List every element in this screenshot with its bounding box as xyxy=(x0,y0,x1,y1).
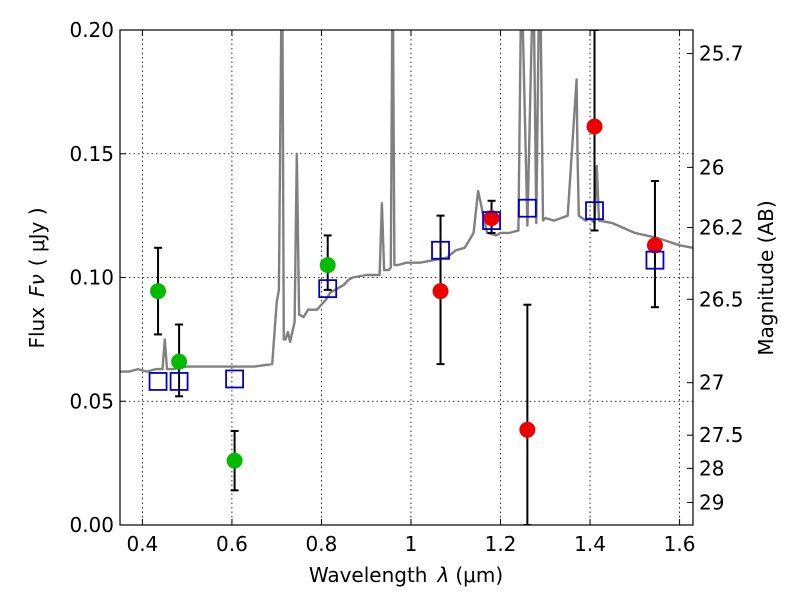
data-point xyxy=(171,353,188,370)
x-tick-label: 1 xyxy=(405,532,418,556)
y2-tick-label: 29 xyxy=(699,490,724,514)
y2-tick-label: 25.7 xyxy=(699,42,744,66)
model-photometry-square xyxy=(225,369,245,389)
grid-lines xyxy=(120,29,693,526)
x-tick-label: 0.4 xyxy=(126,532,158,556)
y2-tick-label: 27 xyxy=(699,371,724,395)
data-point xyxy=(432,283,449,300)
data-point xyxy=(646,237,663,254)
y2-axis-title: Magnitude (AB) xyxy=(754,200,778,355)
model-photometry-square xyxy=(645,250,665,270)
y2-tick-label: 26.2 xyxy=(699,216,744,240)
x-tick-label: 1.4 xyxy=(574,532,606,556)
axis-ticks: 0.4 0.6 0.8 1 1.2 1.4 1.6 0.00 0.05 0.10 0.15 0.20 2… xyxy=(69,18,743,556)
data-point xyxy=(519,421,536,438)
y2-tick-label: 26 xyxy=(699,155,724,179)
data-point xyxy=(226,452,243,469)
y-tick-label: 0.00 xyxy=(69,513,114,537)
y2-tick-label: 26.5 xyxy=(699,287,744,311)
plot-area xyxy=(120,30,693,525)
model-photometry-square xyxy=(318,279,338,299)
y-tick-label: 0.10 xyxy=(69,266,114,290)
data-point xyxy=(483,210,500,227)
x-tick-label: 1.2 xyxy=(485,532,517,556)
data-point xyxy=(586,118,603,135)
model-photometry-square xyxy=(517,198,537,218)
model-photometry-square xyxy=(431,240,450,260)
model-photometry-square xyxy=(585,201,604,221)
x-axis-title: Wavelength λ (μm) xyxy=(309,563,503,587)
y-axis-title: FluxFν( μJy ) xyxy=(25,207,49,348)
data-point xyxy=(150,283,167,300)
model-photometry-square xyxy=(148,372,168,391)
y-tick-label: 0.05 xyxy=(69,389,114,413)
x-tick-label: 0.8 xyxy=(306,532,338,556)
y2-tick-label: 28 xyxy=(699,456,724,480)
data-point xyxy=(319,257,336,274)
y-tick-label: 0.15 xyxy=(69,142,114,166)
model-photometry-square xyxy=(482,211,501,230)
x-tick-label: 0.6 xyxy=(216,532,248,556)
sed-model-line xyxy=(120,30,693,373)
model-photometry-square xyxy=(169,372,189,391)
y2-tick-label: 27.5 xyxy=(699,423,744,447)
y-tick-label: 0.20 xyxy=(69,18,114,42)
x-tick-label: 1.6 xyxy=(664,532,696,556)
